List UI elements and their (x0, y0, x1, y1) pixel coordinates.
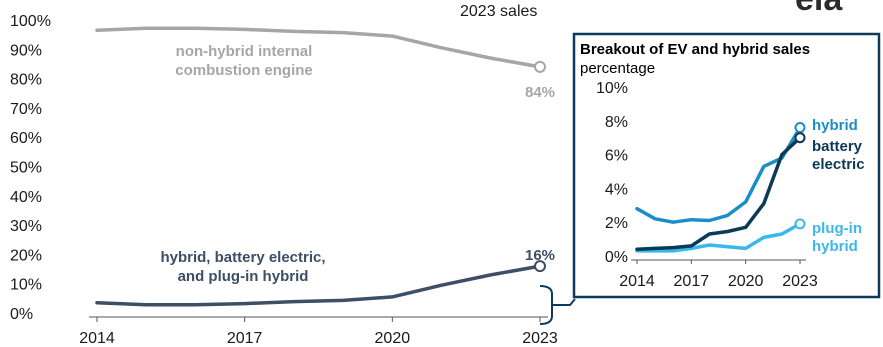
inset-end-marker-plug-in-hybrid (794, 218, 806, 230)
main-y-tick-label: 10% (10, 277, 42, 294)
end-marker-non-hybrid-internal-combustion-engine (534, 60, 546, 73)
inset-y-tick-label: 2% (605, 215, 628, 232)
series-label-hybrid-battery-electric-and-plug-in-hybrid: hybrid, battery electric, (160, 249, 325, 266)
main-y-tick-label: 30% (10, 218, 42, 235)
inset-x-tick-label: 2023 (782, 273, 818, 290)
series-label-non-hybrid-internal-combustion-engine: combustion engine (175, 62, 313, 79)
inset-ylabel: percentage (580, 60, 655, 77)
main-y-tick-label: 50% (10, 160, 42, 177)
inset-series-label-plug-in-hybrid: plug-in (812, 220, 862, 237)
main-x-tick-label: 2014 (79, 330, 115, 347)
inset-series-label-hybrid: hybrid (812, 117, 858, 134)
sales-year-label: 2023 sales (460, 3, 537, 20)
inset-series-label-battery-electric: battery (812, 138, 863, 155)
inset-series-label-battery-electric: electric (812, 156, 865, 173)
main-series (95, 26, 546, 307)
main-y-tick-label: 40% (10, 189, 42, 206)
inset-y-tick-label: 10% (596, 80, 628, 97)
main-x-tick-label: 2023 (522, 330, 558, 347)
inset-y-tick-label: 0% (605, 249, 628, 266)
inset-y-tick-label: 6% (605, 148, 628, 165)
series-label-hybrid-battery-electric-and-plug-in-hybrid: and plug-in hybrid (178, 268, 309, 285)
main-x-tick-label: 2020 (375, 330, 411, 347)
inset-line-plug-in-hybrid (635, 222, 802, 253)
inset-line-hybrid (635, 125, 802, 224)
inset-frame (572, 32, 881, 299)
inset-series-label-plug-in-hybrid: hybrid (812, 238, 858, 255)
main-y-tick-label: 100% (10, 13, 51, 30)
inset-x-tick-label: 2014 (619, 273, 655, 290)
main-y-tick-label: 70% (10, 101, 42, 118)
inset-title: Breakout of EV and hybrid sales (580, 41, 810, 58)
inset-y-tick-label: 4% (605, 181, 628, 198)
end-value-label: 16% (525, 247, 555, 264)
inset-axes: 0% 2% 4% 6% 8% 10% 2014 2017 2020 2023 (596, 80, 818, 290)
end-marker-hybrid-battery-electric-and-plug-in-hybrid (534, 260, 546, 273)
line-hybrid-battery-electric-and-plug-in-hybrid (95, 264, 542, 307)
inset-x-tick-label: 2020 (728, 273, 764, 290)
series-label-non-hybrid-internal-combustion-engine: non-hybrid internal (176, 43, 313, 60)
main-y-tick-label: 90% (10, 42, 42, 59)
main-series-labels: 84% non-hybrid internal combustion engine 1… (160, 43, 555, 285)
inset-end-marker-battery-electric (794, 132, 806, 144)
inset-y-tick-label: 8% (605, 114, 628, 131)
eia-logo: eia (795, 0, 843, 18)
main-axes: 0% 10% 20% 30% 40% 50% 60% 70% 80% 90% 100% 2014 201… (10, 13, 558, 347)
inset-end-marker-hybrid (794, 122, 806, 134)
line-non-hybrid-internal-combustion-engine (95, 26, 542, 69)
inset-bracket (539, 285, 576, 325)
main-y-tick-label: 0% (10, 306, 33, 323)
main-x-tick-label: 2017 (227, 330, 263, 347)
main-y-tick-label: 60% (10, 130, 42, 147)
inset-series (635, 122, 806, 253)
inset-x-tick-label: 2017 (674, 273, 710, 290)
main-y-tick-label: 20% (10, 247, 42, 264)
main-y-tick-label: 80% (10, 72, 42, 89)
end-value-label: 84% (525, 84, 555, 101)
inset-line-battery-electric (635, 135, 802, 251)
